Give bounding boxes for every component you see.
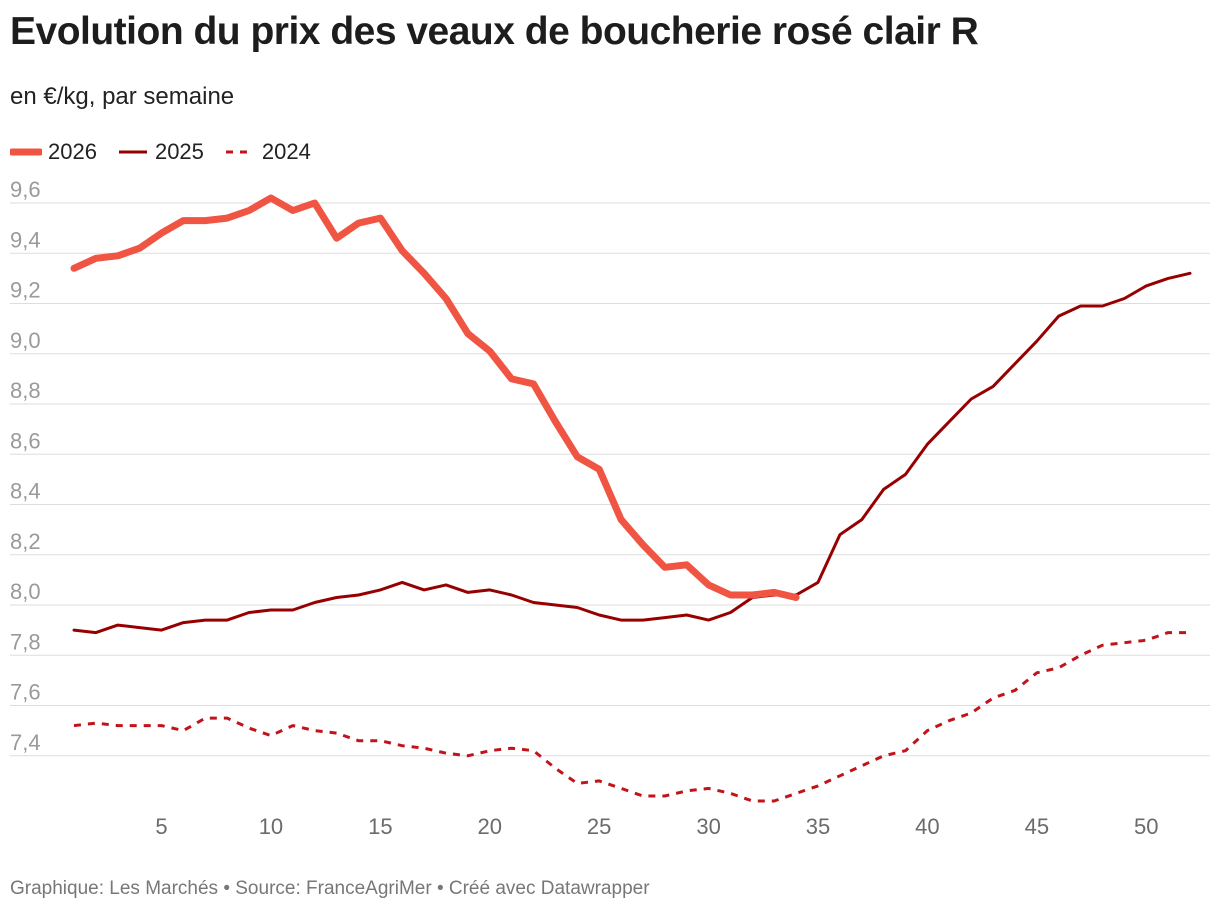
x-tick-label: 25: [587, 814, 611, 839]
x-tick-label: 15: [368, 814, 392, 839]
y-tick-label: 7,6: [10, 680, 41, 705]
y-tick-label: 9,2: [10, 278, 41, 303]
y-tick-label: 7,8: [10, 629, 41, 654]
legend-swatch-2024: [225, 150, 254, 154]
grid-layer: [10, 202, 1210, 757]
chart-title: Evolution du prix des veaux de boucherie…: [10, 10, 979, 53]
y-tick-label: 9,4: [10, 227, 41, 252]
legend-label-2024: 2024: [261, 139, 311, 164]
x-tick-label: 5: [155, 814, 167, 839]
y-tick-label: 8,0: [10, 579, 41, 604]
legend-label-2025: 2025: [154, 139, 204, 164]
legend: 2026 2025 2024: [10, 139, 331, 165]
x-axis: 5 10 15 20 25 30 35 40 45 50: [155, 814, 1158, 839]
legend-item-2024: 2024: [224, 139, 311, 165]
y-tick-label: 8,6: [10, 428, 41, 453]
y-tick-label: 8,2: [10, 529, 41, 554]
y-tick-label: 8,8: [10, 378, 41, 403]
y-tick-label: 8,4: [10, 479, 41, 504]
legend-item-2025: 2025: [117, 139, 204, 165]
x-tick-label: 45: [1025, 814, 1049, 839]
y-tick-label: 9,0: [10, 328, 41, 353]
chart-subtitle: en €/kg, par semaine: [10, 83, 235, 110]
x-tick-label: 20: [478, 814, 502, 839]
series-line-2024: [73, 631, 1190, 803]
y-tick-label: 7,4: [10, 730, 41, 755]
y-tick-label: 9,6: [10, 177, 41, 202]
x-tick-label: 50: [1134, 814, 1158, 839]
x-tick-label: 40: [915, 814, 939, 839]
series-line-2026: [70, 194, 800, 601]
x-tick-label: 10: [259, 814, 283, 839]
y-axis: 7,4 7,6 7,8 8,0 8,2 8,4 8,6 8,8 9,0 9,2 9,4 9,6: [10, 177, 41, 755]
x-tick-label: 30: [696, 814, 720, 839]
series-layer: [70, 194, 1192, 803]
legend-item-2026: 2026: [10, 139, 97, 165]
legend-swatch-2026: [10, 148, 42, 156]
chart-footer: Graphique: Les Marchés • Source: FranceA…: [10, 878, 650, 899]
legend-swatch-2025: [118, 150, 147, 154]
series-line-2025: [72, 271, 1192, 635]
x-tick-label: 35: [806, 814, 830, 839]
legend-label-2026: 2026: [48, 139, 97, 164]
